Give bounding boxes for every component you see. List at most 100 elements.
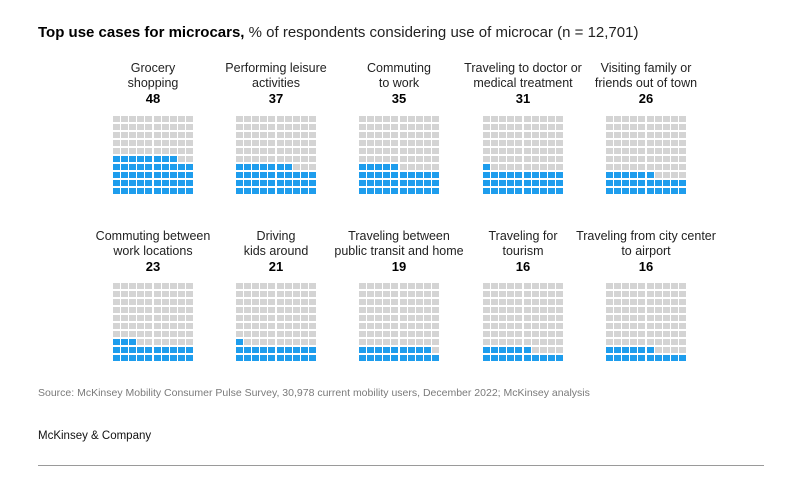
waffle-cell-filled — [531, 188, 539, 194]
waffle-cell-empty — [260, 291, 268, 297]
waffle-cell-empty — [137, 299, 145, 305]
waffle-cell-empty — [407, 315, 415, 321]
waffle-cell-empty — [523, 116, 531, 122]
waffle-cell-empty — [375, 116, 383, 122]
waffle-cell-filled — [638, 347, 646, 353]
waffle-cell-filled — [308, 355, 316, 361]
waffle-cell-filled — [491, 188, 499, 194]
waffle-cell-empty — [359, 315, 367, 321]
waffle-cell-empty — [515, 315, 523, 321]
waffle-cell-empty — [260, 124, 268, 130]
waffle-cell-filled — [515, 188, 523, 194]
waffle-cell-empty — [662, 132, 670, 138]
waffle-label: Driving kids around 21 — [201, 229, 351, 274]
waffle-cell-filled — [367, 172, 375, 178]
waffle-cell-empty — [415, 339, 423, 345]
waffle-cell-empty — [284, 283, 292, 289]
waffle-cell-empty — [630, 283, 638, 289]
waffle-cell-filled — [483, 164, 491, 170]
waffle-cell-empty — [622, 164, 630, 170]
waffle-value: 16 — [515, 259, 531, 274]
waffle-cell-empty — [383, 299, 391, 305]
waffle-cell-empty — [391, 283, 399, 289]
waffle-cell-empty — [646, 116, 654, 122]
waffle-cell-empty — [169, 132, 177, 138]
waffle-cell-empty — [276, 291, 284, 297]
waffle-cell-filled — [483, 180, 491, 186]
waffle-cell-filled — [252, 347, 260, 353]
waffle-cell-empty — [431, 331, 439, 337]
waffle-cell-empty — [547, 323, 555, 329]
waffle-cell-filled — [630, 355, 638, 361]
waffle-cell-empty — [236, 331, 244, 337]
waffle-cell-filled — [268, 172, 276, 178]
waffle-cell-empty — [169, 140, 177, 146]
waffle-cell-empty — [300, 140, 308, 146]
waffle-cell-empty — [129, 124, 137, 130]
waffle-cell-empty — [606, 164, 614, 170]
waffle-cell-empty — [137, 283, 145, 289]
waffle-cell-empty — [539, 124, 547, 130]
waffle-cell-filled — [491, 180, 499, 186]
waffle-cell-empty — [431, 132, 439, 138]
waffle-cell-empty — [606, 132, 614, 138]
waffle-cell-empty — [391, 299, 399, 305]
waffle-cell-filled — [300, 188, 308, 194]
waffle-cell-empty — [252, 315, 260, 321]
waffle-label: Traveling from city center to airport 16 — [571, 229, 721, 274]
waffle-cell-empty — [547, 124, 555, 130]
waffle-cell-filled — [407, 188, 415, 194]
waffle-cell-empty — [515, 164, 523, 170]
waffle-cell-empty — [507, 315, 515, 321]
waffle-cell-filled — [547, 188, 555, 194]
waffle-cell-empty — [399, 140, 407, 146]
waffle-cell-filled — [145, 180, 153, 186]
waffle-cell-filled — [359, 172, 367, 178]
waffle-cell-filled — [129, 355, 137, 361]
waffle-cell-empty — [670, 299, 678, 305]
waffle-cell-empty — [391, 148, 399, 154]
waffle-cell-empty — [515, 140, 523, 146]
waffle-cell-empty — [236, 124, 244, 130]
waffle-cell-filled — [539, 180, 547, 186]
waffle-cell-empty — [121, 307, 129, 313]
waffle-cell-empty — [638, 156, 646, 162]
waffle-cell-filled — [137, 172, 145, 178]
waffle-cell-empty — [161, 299, 169, 305]
waffle-cell-empty — [177, 323, 185, 329]
waffle-cell-filled — [153, 164, 161, 170]
waffle-cell-empty — [614, 132, 622, 138]
waffle-cell-empty — [483, 339, 491, 345]
waffle-cell-empty — [606, 315, 614, 321]
waffle-cell-empty — [252, 124, 260, 130]
waffle-cell-empty — [252, 331, 260, 337]
waffle-cell-empty — [606, 291, 614, 297]
waffle-cell-empty — [638, 116, 646, 122]
waffle-cell-empty — [531, 307, 539, 313]
waffle-cell-empty — [236, 132, 244, 138]
waffle-cell-empty — [523, 148, 531, 154]
waffle-cell-empty — [399, 116, 407, 122]
waffle-label-line: public transit and home — [334, 244, 464, 258]
waffle-value: 26 — [638, 91, 654, 106]
waffle-cell-empty — [308, 331, 316, 337]
waffle-cell-empty — [407, 132, 415, 138]
waffle-label-line: Traveling to doctor or — [464, 61, 582, 75]
waffle-cell-empty — [284, 307, 292, 313]
waffle-cell-empty — [678, 323, 686, 329]
waffle-cell-empty — [415, 148, 423, 154]
waffle-cell-filled — [129, 164, 137, 170]
waffle-cell-empty — [523, 315, 531, 321]
waffle-cell-empty — [431, 156, 439, 162]
waffle-cell-empty — [359, 148, 367, 154]
waffle-label: Grocery shopping 48 — [78, 61, 228, 106]
waffle-cell-empty — [531, 116, 539, 122]
waffle-cell-filled — [391, 347, 399, 353]
waffle-cell-empty — [407, 140, 415, 146]
waffle-cell-empty — [292, 164, 300, 170]
waffle-cell-empty — [244, 331, 252, 337]
waffle-cell-empty — [622, 140, 630, 146]
waffle-cell-empty — [260, 315, 268, 321]
waffle-cell-empty — [292, 116, 300, 122]
waffle-cell-empty — [531, 148, 539, 154]
